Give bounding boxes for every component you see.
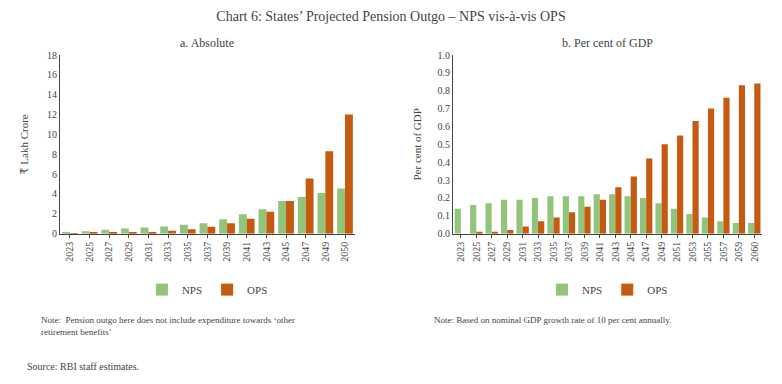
svg-text:0.9: 0.9 bbox=[438, 67, 451, 78]
svg-text:Note: Pension outgo here does: Note: Pension outgo here does not includ… bbox=[41, 315, 295, 337]
svg-text:OPS: OPS bbox=[647, 284, 667, 296]
svg-text:2060: 2060 bbox=[749, 242, 760, 262]
svg-text:0.4: 0.4 bbox=[438, 157, 451, 168]
svg-text:0.0: 0.0 bbox=[438, 228, 451, 239]
svg-text:2029: 2029 bbox=[123, 242, 134, 262]
svg-text:2049: 2049 bbox=[656, 242, 667, 262]
svg-text:2047: 2047 bbox=[300, 242, 311, 262]
svg-text:16: 16 bbox=[47, 69, 57, 80]
svg-text:4: 4 bbox=[52, 188, 57, 199]
svg-text:2027: 2027 bbox=[103, 242, 114, 262]
svg-text:2029: 2029 bbox=[501, 242, 512, 262]
svg-text:2050: 2050 bbox=[339, 242, 350, 262]
svg-text:₹ Lakh Crore: ₹ Lakh Crore bbox=[18, 114, 30, 174]
svg-text:OPS: OPS bbox=[247, 284, 267, 296]
svg-text:18: 18 bbox=[47, 50, 57, 61]
svg-text:2031: 2031 bbox=[143, 242, 154, 262]
svg-text:2043: 2043 bbox=[610, 242, 621, 262]
svg-text:0.3: 0.3 bbox=[438, 175, 451, 186]
svg-text:2059: 2059 bbox=[733, 242, 744, 262]
svg-text:2039: 2039 bbox=[579, 242, 590, 262]
svg-text:2: 2 bbox=[52, 208, 57, 219]
svg-text:2053: 2053 bbox=[687, 242, 698, 262]
svg-text:Source: RBI staff estimates.: Source: RBI staff estimates. bbox=[27, 361, 139, 372]
svg-text:1.0: 1.0 bbox=[438, 50, 451, 61]
svg-text:8: 8 bbox=[52, 149, 57, 160]
svg-text:6: 6 bbox=[52, 169, 57, 180]
svg-text:2047: 2047 bbox=[640, 242, 651, 262]
svg-text:2023: 2023 bbox=[64, 242, 75, 262]
svg-text:2045: 2045 bbox=[625, 242, 636, 262]
svg-text:2039: 2039 bbox=[221, 242, 232, 262]
svg-text:a. Absolute: a. Absolute bbox=[180, 36, 234, 50]
svg-text:2037: 2037 bbox=[202, 242, 213, 262]
svg-text:0.2: 0.2 bbox=[438, 192, 451, 203]
svg-text:2033: 2033 bbox=[532, 242, 543, 262]
svg-text:0.7: 0.7 bbox=[438, 103, 451, 114]
svg-text:2035: 2035 bbox=[548, 242, 559, 262]
svg-text:12: 12 bbox=[47, 109, 57, 120]
svg-text:Per cent of GDP: Per cent of GDP bbox=[411, 108, 423, 180]
svg-text:Note: Based on nominal GDP gro: Note: Based on nominal GDP growth rate o… bbox=[434, 315, 672, 325]
svg-text:2041: 2041 bbox=[594, 242, 605, 262]
svg-text:2057: 2057 bbox=[718, 242, 729, 262]
svg-text:0: 0 bbox=[52, 228, 57, 239]
svg-text:NPS: NPS bbox=[582, 284, 602, 296]
svg-text:0.1: 0.1 bbox=[438, 210, 451, 221]
svg-text:2037: 2037 bbox=[563, 242, 574, 262]
svg-text:2025: 2025 bbox=[471, 242, 482, 262]
svg-text:b. Per cent of GDP: b. Per cent of GDP bbox=[562, 36, 653, 50]
svg-text:10: 10 bbox=[47, 129, 57, 140]
svg-text:2025: 2025 bbox=[84, 242, 95, 262]
svg-text:2031: 2031 bbox=[517, 242, 528, 262]
svg-text:NPS: NPS bbox=[182, 284, 202, 296]
svg-text:2043: 2043 bbox=[261, 242, 272, 262]
svg-text:2035: 2035 bbox=[182, 242, 193, 262]
svg-text:0.8: 0.8 bbox=[438, 85, 451, 96]
svg-text:2033: 2033 bbox=[162, 242, 173, 262]
svg-text:2051: 2051 bbox=[671, 242, 682, 262]
svg-text:2023: 2023 bbox=[455, 242, 466, 262]
svg-text:0.5: 0.5 bbox=[438, 139, 451, 150]
svg-text:2041: 2041 bbox=[241, 242, 252, 262]
svg-text:2055: 2055 bbox=[702, 242, 713, 262]
svg-text:Chart 6: States’ Projected Pen: Chart 6: States’ Projected Pension Outgo… bbox=[216, 9, 565, 24]
svg-text:14: 14 bbox=[47, 89, 57, 100]
svg-text:0.6: 0.6 bbox=[438, 121, 451, 132]
svg-text:2045: 2045 bbox=[280, 242, 291, 262]
svg-text:2049: 2049 bbox=[320, 242, 331, 262]
svg-text:2027: 2027 bbox=[486, 242, 497, 262]
